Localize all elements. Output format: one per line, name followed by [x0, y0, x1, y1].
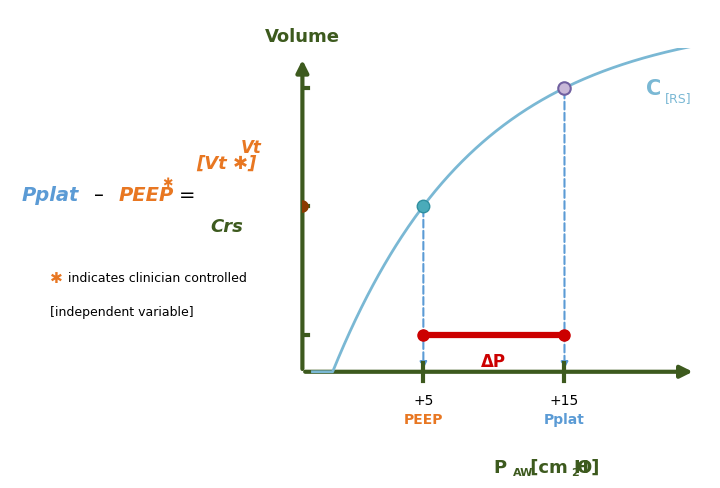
Text: [independent variable]: [independent variable]	[50, 306, 194, 319]
Text: Pplat: Pplat	[544, 412, 585, 426]
Text: ΔP: ΔP	[482, 352, 506, 370]
Text: PEEP: PEEP	[119, 186, 174, 204]
Text: +15: +15	[550, 393, 579, 407]
Text: 2: 2	[571, 468, 579, 477]
Text: [cm H: [cm H	[524, 458, 589, 476]
Text: AW: AW	[513, 468, 533, 477]
Text: PEEP: PEEP	[404, 412, 443, 426]
Text: $\mathbf{C}$: $\mathbf{C}$	[645, 79, 661, 99]
Text: indicates clinician controlled: indicates clinician controlled	[68, 272, 247, 285]
Text: Crs: Crs	[210, 218, 243, 236]
Text: =: =	[179, 186, 195, 204]
Text: +5: +5	[413, 393, 433, 407]
Text: Vt: Vt	[241, 139, 262, 157]
Text: P: P	[494, 458, 507, 476]
Text: [RS]: [RS]	[665, 92, 692, 104]
Text: ✱: ✱	[50, 271, 63, 285]
Text: –: –	[94, 186, 104, 204]
Text: O]: O]	[576, 458, 599, 476]
Text: Volume: Volume	[265, 28, 340, 46]
Text: Pplat: Pplat	[22, 186, 79, 204]
Text: ✱: ✱	[162, 177, 173, 189]
Text: [Vt ✱]: [Vt ✱]	[197, 155, 257, 172]
